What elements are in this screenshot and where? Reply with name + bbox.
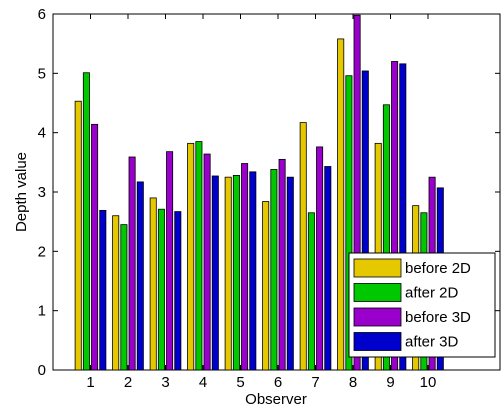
bar-before-3d-5: [241, 163, 249, 371]
bar-before-2d-3: [149, 197, 157, 371]
bar-after-2d-4: [195, 141, 203, 371]
legend-swatch: [353, 258, 402, 278]
bar-after-2d-9: [382, 104, 390, 371]
x-tick-label: 8: [349, 374, 357, 391]
x-tick-label: 10: [420, 374, 437, 391]
legend-label: after 3D: [405, 334, 459, 351]
bar-after-3d-9: [399, 63, 407, 371]
bar-after-3d-1: [99, 209, 107, 371]
bar-after-2d-5: [232, 174, 240, 371]
legend-label: before 2D: [405, 260, 471, 277]
bar-after-2d-6: [270, 169, 278, 371]
bar-after-2d-2: [120, 224, 128, 371]
y-axis-label: Depth value: [13, 152, 30, 232]
bar-after-2d-3: [157, 208, 165, 371]
legend-swatch: [353, 307, 402, 327]
bar-after-3d-6: [286, 176, 294, 371]
x-tick-label: 1: [86, 374, 94, 391]
bar-after-2d-7: [307, 212, 315, 371]
x-tick-label: 7: [311, 374, 319, 391]
x-axis-label: Observer: [245, 391, 307, 408]
x-tick-label: 3: [161, 374, 169, 391]
x-tick-label: 9: [386, 374, 394, 391]
bar-before-2d-5: [224, 176, 232, 371]
bar-after-2d-1: [82, 72, 90, 371]
y-tick-label: 1: [38, 303, 46, 320]
bar-before-3d-9: [391, 61, 399, 371]
bar-after-3d-4: [211, 175, 219, 371]
legend: before 2D after 2D before 3D after 3D: [348, 252, 496, 358]
bar-before-2d-1: [74, 100, 82, 371]
bar-after-3d-5: [249, 171, 257, 371]
x-tick-label: 4: [199, 374, 207, 391]
x-tick-label: 2: [124, 374, 132, 391]
legend-label: after 2D: [405, 285, 459, 302]
y-tick-label: 3: [38, 184, 46, 201]
bar-before-2d-7: [299, 122, 307, 371]
bar-before-3d-3: [166, 151, 174, 371]
bar-after-2d-8: [345, 75, 353, 371]
y-axis-ticks: 0 1 2 3 4 5 6: [38, 6, 500, 379]
x-axis-ticks: 1 2 3 4 5 6 7 8 9 10: [86, 14, 436, 391]
bar-before-3d-6: [278, 158, 286, 371]
bars-group: [74, 14, 444, 371]
bar-before-2d-8: [337, 38, 345, 371]
y-tick-label: 4: [38, 125, 46, 142]
y-tick-label: 6: [38, 6, 46, 23]
bar-before-2d-4: [187, 142, 195, 371]
bar-after-3d-7: [324, 166, 332, 371]
legend-label: before 3D: [405, 309, 471, 326]
y-tick-label: 2: [38, 243, 46, 260]
y-tick-label: 0: [38, 362, 46, 379]
bar-before-2d-2: [112, 215, 120, 371]
bar-before-3d-1: [91, 123, 99, 371]
bar-after-3d-2: [136, 181, 144, 371]
legend-swatch: [353, 283, 402, 302]
bar-after-3d-8: [361, 70, 369, 371]
bar-after-3d-3: [174, 211, 182, 371]
bar-before-2d-6: [262, 201, 270, 371]
y-tick-label: 5: [38, 65, 46, 82]
bar-before-3d-8: [353, 14, 361, 371]
bar-before-3d-4: [203, 153, 211, 371]
x-tick-label: 5: [236, 374, 244, 391]
bar-before-3d-7: [316, 146, 324, 371]
bar-before-3d-2: [128, 156, 136, 371]
legend-swatch: [353, 332, 402, 351]
x-tick-label: 6: [274, 374, 282, 391]
